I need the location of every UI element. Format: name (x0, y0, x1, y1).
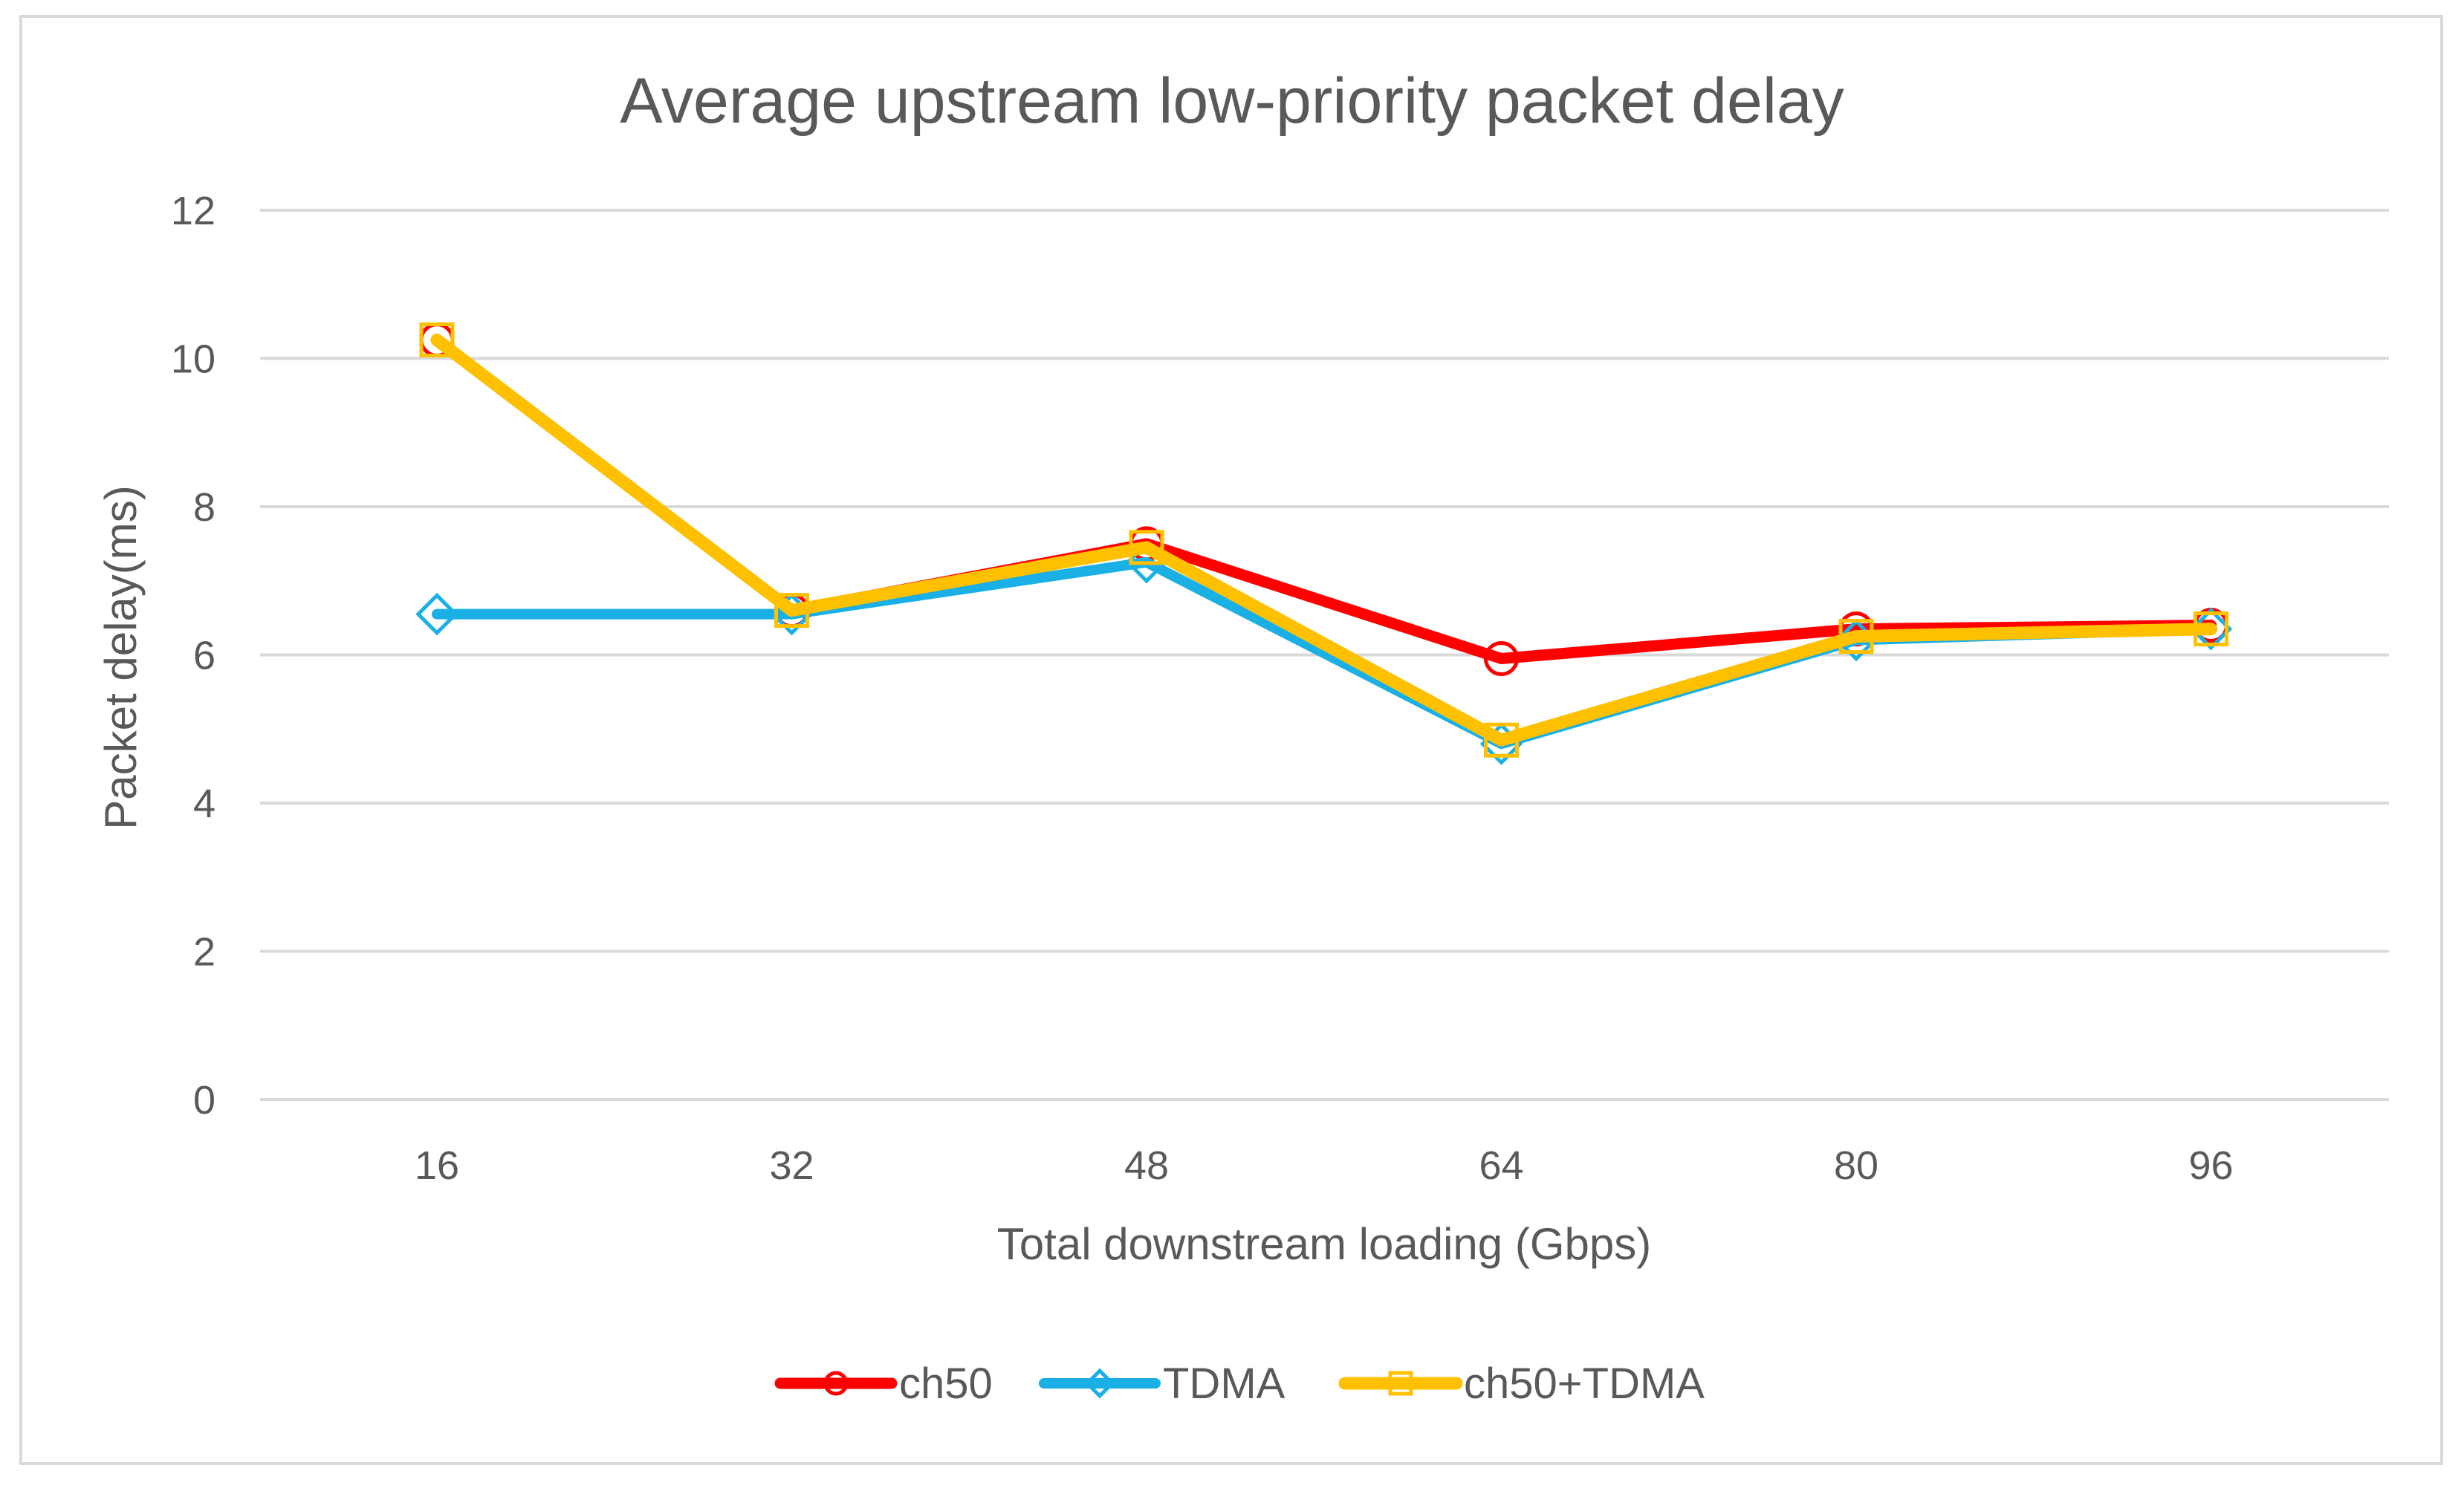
series-tdma (415, 541, 2233, 765)
y-tick-label: 2 (193, 930, 215, 975)
legend-label: ch50 (899, 1360, 993, 1408)
x-axis-ticks: 16 32 48 64 80 96 (415, 1143, 2234, 1188)
series-line (430, 334, 2217, 747)
data-point-square (1838, 619, 1874, 655)
data-point-square (419, 322, 455, 358)
y-tick-label: 12 (171, 189, 215, 233)
series-ch50-tdma (419, 322, 2228, 758)
data-point-diamond (2189, 607, 2233, 651)
x-tick-label: 16 (415, 1143, 459, 1188)
x-tick-label: 48 (1124, 1143, 1169, 1188)
legend-swatch-marker (823, 1371, 849, 1396)
x-axis-label: Total downstream loading (Gbps) (997, 1219, 1651, 1269)
data-point-square (774, 593, 809, 629)
legend-swatch-marker (1388, 1371, 1413, 1396)
series-ch50 (419, 322, 2228, 676)
y-tick-label: 4 (193, 782, 215, 826)
y-tick-label: 0 (193, 1078, 215, 1123)
data-point-square (1129, 530, 1164, 565)
y-tick-label: 6 (193, 634, 215, 678)
data-point-diamond (415, 592, 458, 636)
data-point-square (2194, 611, 2228, 647)
x-tick-label: 64 (1479, 1143, 1523, 1188)
y-axis-label: Packet delay(ms) (96, 485, 146, 829)
legend-swatch-marker (1084, 1368, 1115, 1399)
gridlines (260, 209, 2389, 1101)
legend-label: ch50+TDMA (1464, 1360, 1705, 1408)
series-group (415, 322, 2233, 765)
legend-label: TDMA (1163, 1360, 1286, 1408)
legend-item: ch50+TDMA (1338, 1360, 1705, 1408)
x-tick-label: 96 (2188, 1143, 2233, 1188)
y-tick-label: 10 (171, 337, 215, 382)
legend: ch50 TDMA ch50+TDMA (774, 1360, 1705, 1408)
data-point-circle (1484, 640, 1519, 676)
data-point-square (1484, 722, 1519, 758)
x-tick-label: 32 (769, 1143, 814, 1188)
chart-title: Average upstream low-priority packet del… (620, 65, 1844, 137)
y-tick-label: 8 (193, 485, 215, 530)
legend-item: ch50 (774, 1360, 993, 1408)
legend-item: TDMA (1039, 1360, 1286, 1408)
series-line (432, 556, 2217, 750)
chart-frame (19, 15, 2443, 1465)
x-tick-label: 80 (1834, 1143, 1878, 1188)
y-axis-ticks: 0 2 4 6 8 10 12 (171, 189, 215, 1123)
